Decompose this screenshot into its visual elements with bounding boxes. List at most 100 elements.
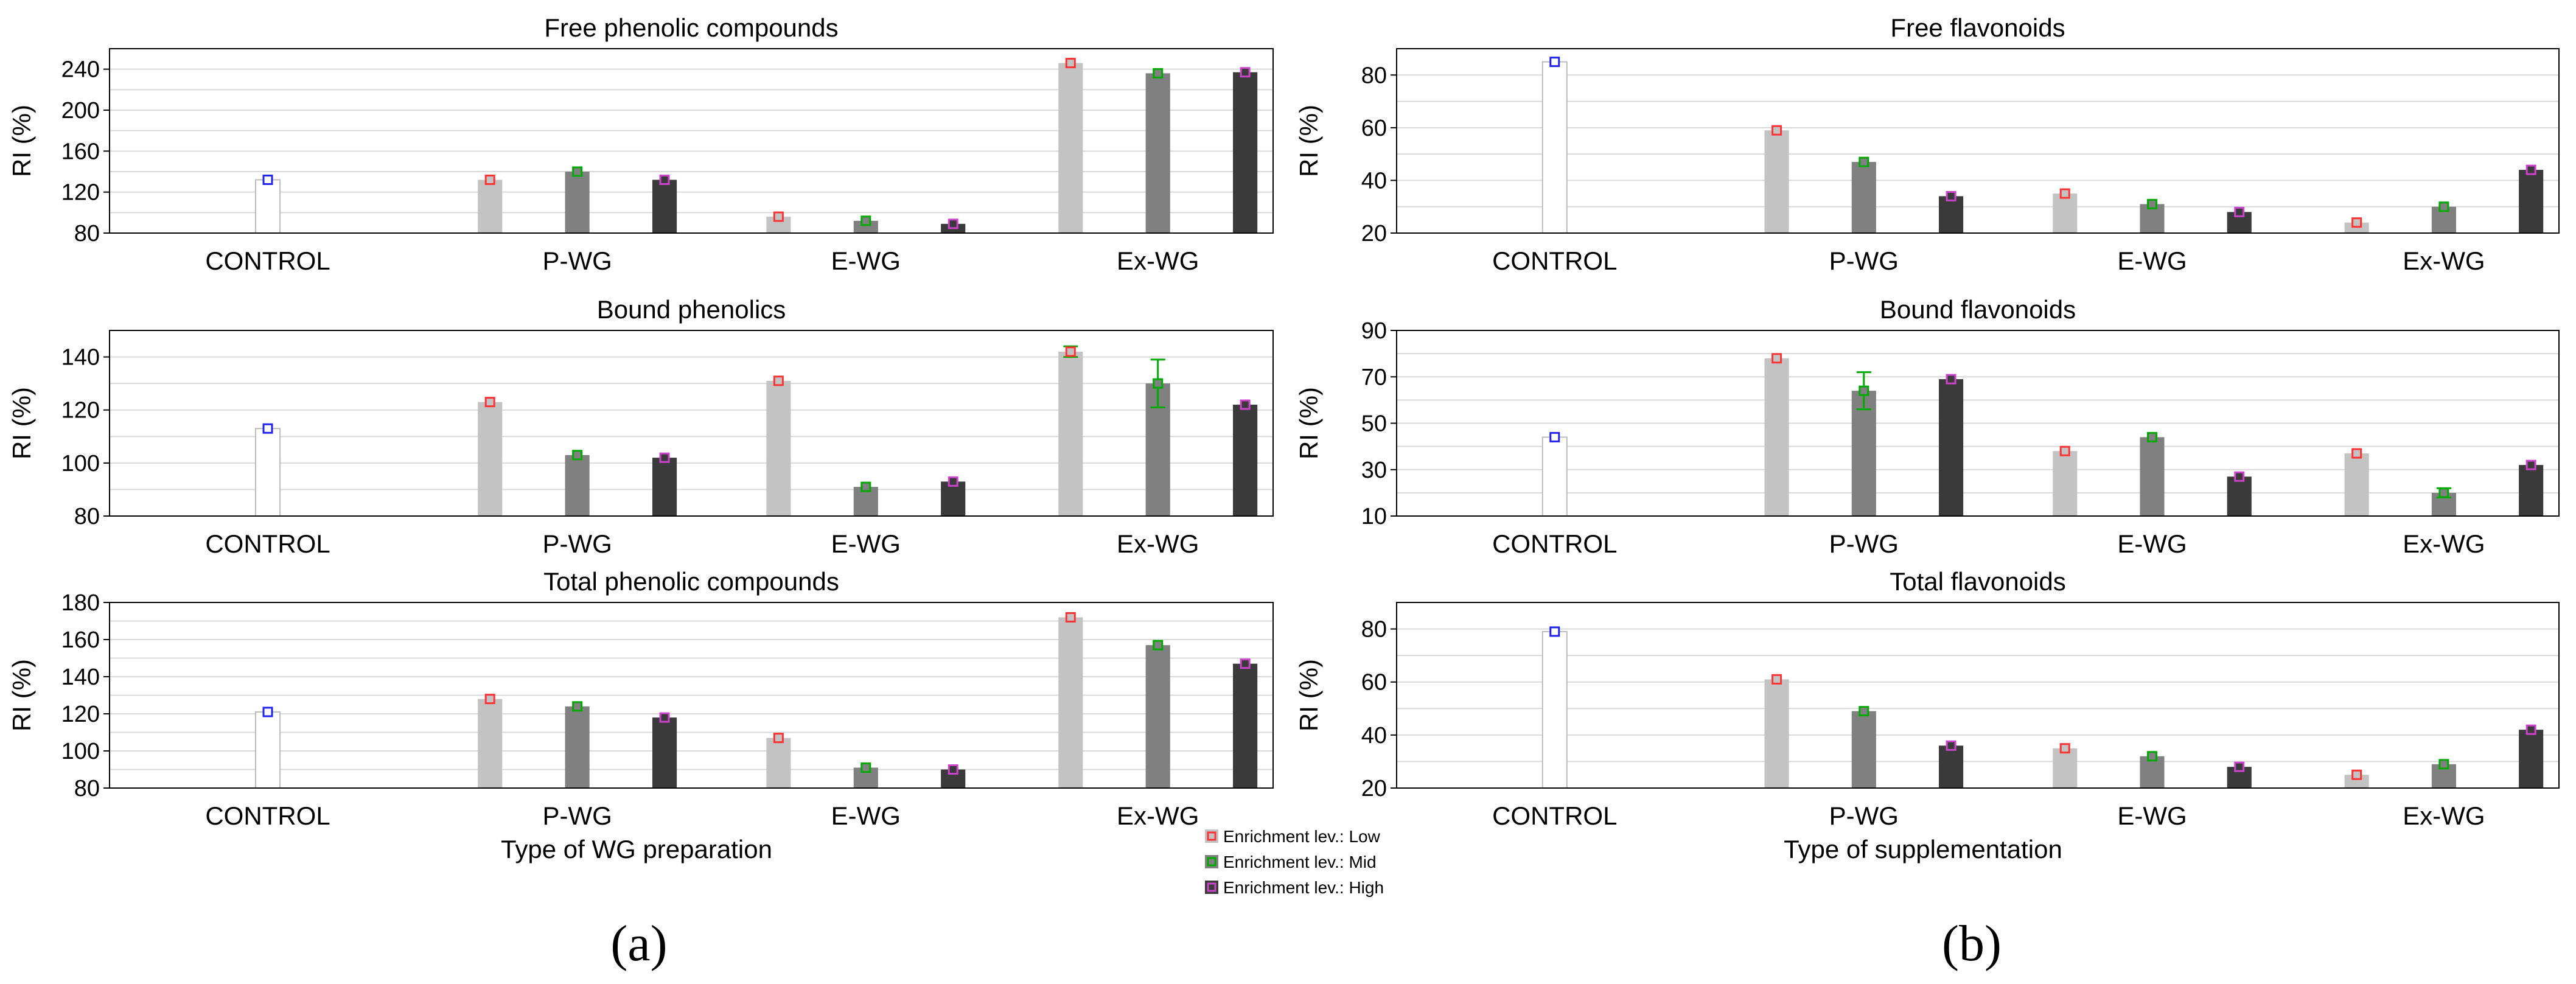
plot-area xyxy=(1397,49,2559,233)
mean-marker xyxy=(2059,743,2070,754)
y-axis-label: RI (%) xyxy=(1294,387,1323,459)
mean-marker xyxy=(659,712,670,723)
mean-marker xyxy=(2351,217,2362,228)
mean-marker xyxy=(1859,156,1869,167)
legend-label-high: Enrichment lev.: High xyxy=(1223,878,1384,897)
mean-marker xyxy=(572,450,583,461)
mean-marker xyxy=(659,174,670,185)
bar-control xyxy=(1541,61,1568,234)
legend-item-high: Enrichment lev.: High xyxy=(1205,878,1384,897)
y-tick-label: 60 xyxy=(1361,116,1387,141)
x-tick-label-p-wg: P-WG xyxy=(542,529,612,558)
bar-e-wg-low xyxy=(766,380,791,516)
x-tick-label-p-wg: P-WG xyxy=(542,246,612,275)
mean-marker xyxy=(2147,431,2157,442)
plot-frame xyxy=(1396,48,2560,234)
mean-marker xyxy=(773,733,784,744)
plot-area xyxy=(110,330,1273,516)
bar-ex-wg-low xyxy=(1058,351,1083,516)
mean-marker xyxy=(2438,487,2449,498)
bar-p-wg-mid xyxy=(565,172,590,233)
x-tick-label-control: CONTROL xyxy=(1492,529,1617,558)
bar-p-wg-high xyxy=(652,180,677,233)
x-tick-label-ex-wg: Ex-WG xyxy=(2403,246,2485,275)
mean-marker xyxy=(659,452,670,463)
plot-area xyxy=(1397,602,2559,788)
y-tick-label: 90 xyxy=(1361,318,1387,344)
mean-marker-control xyxy=(1549,57,1560,68)
mean-marker xyxy=(1153,640,1164,651)
mean-marker xyxy=(2234,471,2245,482)
mean-marker xyxy=(1946,190,1956,201)
mean-marker xyxy=(2147,198,2157,209)
bar-ex-wg-low xyxy=(2344,222,2369,233)
mean-marker xyxy=(1771,674,1782,685)
bar-p-wg-mid xyxy=(1851,391,1876,516)
y-tick-label: 120 xyxy=(61,702,100,727)
chart-free-phenolic-compounds: 80 120 160 200 240 CONTROL P-WG E-WG Ex-WG Free p… xyxy=(7,13,1274,275)
legend-label-mid: Enrichment lev.: Mid xyxy=(1223,853,1377,871)
bar-e-wg-low xyxy=(2053,194,2078,233)
bar-p-wg-high xyxy=(1939,379,1964,516)
bar-p-wg-high xyxy=(652,717,677,788)
x-tick-label-e-wg: E-WG xyxy=(2117,246,2187,275)
bar-p-wg-high xyxy=(652,458,677,516)
legend-marker-low xyxy=(1207,831,1216,841)
mean-marker-control xyxy=(1549,431,1560,442)
mean-marker xyxy=(860,215,871,226)
x-axis-label: Type of supplementation xyxy=(1784,835,2062,864)
mean-marker xyxy=(2351,769,2362,780)
chart-bound-flavonoids: 10 30 50 70 90 CONTROL P-WG E-WG Ex-WG Bound flav… xyxy=(1294,295,2560,558)
mean-marker xyxy=(773,375,784,386)
bar-p-wg-high xyxy=(1939,196,1964,233)
bar-ex-wg-mid xyxy=(1145,645,1170,788)
x-axis-label: Type of WG preparation xyxy=(501,835,772,864)
bar-control xyxy=(1541,436,1568,517)
mean-marker xyxy=(2351,448,2362,459)
panel-label-b: (b) xyxy=(1942,915,2002,972)
chart-title: Free flavonoids xyxy=(1890,13,2065,42)
mean-marker xyxy=(2234,206,2245,217)
chart-title: Bound flavonoids xyxy=(1880,295,2076,324)
legend-marker-mid xyxy=(1207,857,1216,867)
mean-marker xyxy=(860,762,871,773)
chart-title: Free phenolic compounds xyxy=(544,13,838,42)
mean-marker xyxy=(484,174,495,185)
mean-marker-control xyxy=(262,423,273,434)
x-tick-label-control: CONTROL xyxy=(1492,246,1617,275)
plot-frame xyxy=(1396,330,2560,517)
bar-control xyxy=(254,428,281,517)
y-tick-label: 60 xyxy=(1361,670,1387,696)
mean-marker xyxy=(1859,385,1869,396)
y-tick-label: 20 xyxy=(1361,776,1387,801)
y-tick-label: 10 xyxy=(1361,504,1387,529)
mean-marker xyxy=(1065,612,1076,623)
x-tick-label-ex-wg: Ex-WG xyxy=(1117,246,1199,275)
x-tick-label-e-wg: E-WG xyxy=(2117,801,2187,830)
mean-marker xyxy=(2234,761,2245,772)
y-tick-label: 140 xyxy=(61,665,100,690)
mean-marker xyxy=(1240,67,1251,78)
y-tick-label: 180 xyxy=(61,590,100,616)
mean-marker xyxy=(572,166,583,177)
bar-p-wg-low xyxy=(1764,358,1789,516)
bar-e-wg-mid xyxy=(2140,437,2165,516)
legend: Enrichment lev.: Low Enrichment lev.: Mi… xyxy=(1205,827,1384,897)
bar-ex-wg-low xyxy=(1058,63,1083,234)
panel-label-a: (a) xyxy=(610,915,667,972)
chart-bound-phenolics: 80 100 120 140 CONTROL P-WG E-WG Ex-WG Bound phe… xyxy=(7,295,1274,558)
mean-marker xyxy=(1771,125,1782,136)
mean-marker xyxy=(2147,751,2157,762)
mean-marker xyxy=(1859,706,1869,717)
y-axis-label: RI (%) xyxy=(1294,659,1323,731)
x-tick-label-control: CONTROL xyxy=(205,801,330,830)
y-tick-label: 30 xyxy=(1361,458,1387,483)
mean-marker xyxy=(572,701,583,712)
mean-marker xyxy=(1065,58,1076,69)
bar-e-wg-low xyxy=(2053,451,2078,516)
x-tick-label-e-wg: E-WG xyxy=(831,246,901,275)
plot-frame xyxy=(109,602,1274,789)
mean-marker xyxy=(948,476,958,487)
mean-marker xyxy=(860,481,871,492)
